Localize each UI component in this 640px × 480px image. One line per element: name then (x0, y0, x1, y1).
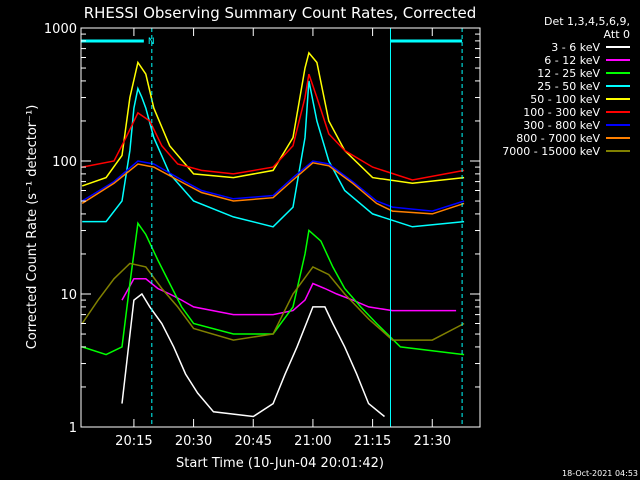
x-axis-label: Start Time (10-Jun-04 20:01:42) (176, 456, 384, 471)
series-line-6 (81, 160, 465, 212)
y-tick-label-3: 1000 (44, 22, 77, 37)
x-tick-label-5: 21:30 (414, 434, 451, 449)
legend-label-1: 6 - 12 keV (544, 54, 600, 67)
y-tick-label-2: 100 (52, 155, 77, 170)
chart-title: RHESSI Observing Summary Count Rates, Co… (84, 4, 477, 22)
legend-label-4: 50 - 100 keV (530, 93, 600, 106)
legend-label-2: 12 - 25 keV (537, 67, 600, 80)
series-line-8 (81, 262, 465, 341)
series-line-5 (82, 73, 465, 181)
legend-label-5: 100 - 300 keV (523, 106, 600, 119)
legend-header-line-2: Att 0 (604, 28, 630, 41)
y-tick-label-0: 1 (69, 421, 77, 436)
footer-timestamp: 18-Oct-2021 04:53 (562, 469, 638, 478)
plot-frame (80, 27, 481, 428)
x-tick-label-0: 20:15 (115, 434, 152, 449)
series-line-2 (81, 221, 465, 356)
legend-label-8: 7000 - 15000 keV (502, 145, 600, 158)
y-axis-label: Corrected Count Rate (s⁻¹ detector⁻¹) (25, 105, 40, 350)
legend-label-3: 25 - 50 keV (537, 80, 600, 93)
series-line-4 (81, 51, 465, 187)
legend-label-6: 300 - 800 keV (523, 119, 600, 132)
x-tick-label-3: 21:00 (294, 434, 331, 449)
legend-header-line-1: Det 1,3,4,5,6,9, (544, 15, 630, 28)
attenuator-bar-label-0: N (148, 37, 155, 47)
legend-label-0: 3 - 6 keV (551, 41, 600, 54)
series-line-7 (81, 161, 465, 215)
series-line-3 (82, 80, 465, 228)
legend-label-7: 800 - 7000 keV (516, 132, 600, 145)
x-tick-label-2: 20:45 (235, 434, 272, 449)
y-tick-label-1: 10 (60, 288, 77, 303)
series-line-0 (121, 292, 385, 418)
series-line-1 (121, 278, 457, 316)
x-tick-label-1: 20:30 (175, 434, 212, 449)
x-tick-label-4: 21:15 (354, 434, 391, 449)
